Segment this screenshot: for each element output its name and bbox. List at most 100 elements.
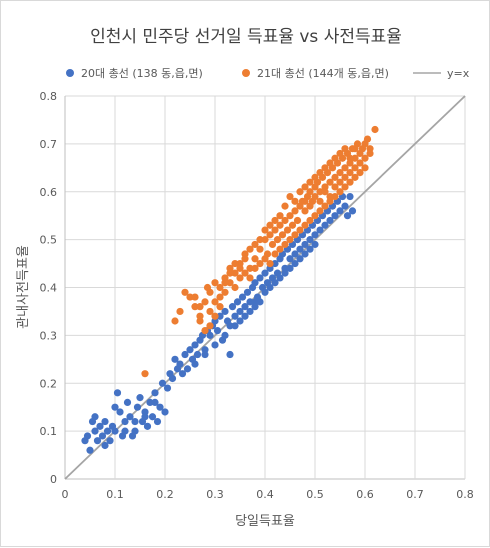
data-point	[246, 264, 254, 272]
legend-label-21: 21대 총선 (144개 동,읍,면)	[257, 67, 389, 80]
data-point	[283, 226, 292, 234]
data-point	[121, 427, 129, 435]
data-point	[286, 255, 294, 263]
data-point	[201, 350, 209, 359]
data-point	[191, 293, 199, 301]
data-point	[271, 259, 279, 268]
data-point	[361, 164, 369, 172]
data-point	[168, 374, 177, 383]
data-point	[216, 283, 224, 292]
data-point	[286, 212, 294, 220]
data-point	[256, 274, 264, 282]
data-point	[271, 279, 279, 287]
data-point	[201, 298, 209, 306]
data-point	[356, 169, 364, 177]
y-tick-label: 0.5	[40, 234, 58, 247]
data-point	[371, 125, 379, 134]
data-point	[291, 231, 299, 239]
data-point	[301, 250, 309, 258]
data-point	[158, 379, 167, 387]
data-point	[251, 298, 259, 306]
data-point	[261, 269, 269, 277]
data-point	[231, 322, 239, 330]
data-point	[341, 173, 349, 181]
data-point	[123, 398, 132, 406]
data-point	[266, 231, 274, 239]
data-point	[196, 312, 204, 320]
x-axis-ticks: 0 0.1 0.2 0.3 0.4 0.5 0.6 0.7 0.8	[62, 488, 474, 501]
x-tick-label: 0	[62, 488, 69, 501]
data-point	[336, 178, 344, 186]
y-tick-label: 0.7	[40, 138, 58, 151]
data-point	[181, 350, 189, 359]
data-point	[281, 202, 289, 210]
data-point	[246, 274, 254, 282]
data-point	[346, 178, 354, 186]
data-point	[216, 312, 224, 320]
data-point	[101, 417, 109, 426]
data-point	[221, 307, 229, 316]
data-point	[276, 212, 284, 220]
data-point	[291, 259, 299, 268]
data-point	[206, 322, 214, 330]
data-point	[316, 197, 324, 205]
data-point	[91, 413, 99, 421]
y-tick-label: 0.8	[40, 90, 58, 103]
data-point	[276, 221, 284, 229]
data-point	[91, 427, 99, 435]
data-point	[178, 370, 187, 378]
data-point	[326, 159, 334, 167]
legend-label-20: 20대 총선 (138 동,읍,면)	[81, 67, 203, 80]
data-point	[341, 145, 349, 153]
legend-marker-21	[242, 69, 250, 77]
data-point	[221, 288, 229, 296]
data-point	[226, 279, 234, 287]
data-point	[351, 145, 359, 153]
y-axis-ticks: 0 0.1 0.2 0.3 0.4 0.5 0.6 0.7 0.8	[40, 90, 58, 486]
data-point	[171, 317, 179, 325]
data-point	[311, 173, 319, 181]
data-point	[301, 221, 309, 229]
data-point	[136, 394, 144, 402]
data-point	[226, 269, 234, 277]
data-point	[331, 192, 339, 201]
data-point	[221, 279, 229, 287]
data-point	[278, 231, 287, 239]
data-point	[331, 183, 339, 191]
data-point	[276, 274, 284, 282]
data-point	[336, 207, 344, 215]
data-point	[301, 207, 309, 215]
x-tick-label: 0.1	[106, 488, 124, 501]
data-point	[288, 221, 297, 229]
data-point	[101, 441, 109, 450]
data-point	[311, 240, 319, 249]
data-point	[268, 240, 277, 249]
data-point	[191, 360, 199, 368]
data-point	[261, 236, 269, 244]
data-point	[316, 188, 324, 196]
legend: 20대 총선 (138 동,읍,면) 21대 총선 (144개 동,읍,면) y…	[66, 67, 470, 80]
data-point	[326, 178, 334, 186]
data-point	[251, 240, 259, 249]
data-point	[361, 154, 369, 162]
data-point	[251, 279, 259, 287]
x-axis-title: 당일득표율	[235, 514, 295, 529]
data-point	[213, 326, 222, 335]
chart-title: 인천시 민주당 선거일 득표율 vs 사전득표율	[90, 27, 402, 47]
data-point	[266, 283, 274, 292]
data-point	[193, 350, 202, 359]
data-point	[316, 226, 324, 234]
series-1-points	[141, 125, 379, 378]
data-point	[341, 183, 349, 191]
data-point	[98, 432, 107, 440]
data-point	[151, 389, 159, 397]
data-point	[216, 303, 224, 311]
data-point	[296, 255, 304, 263]
data-point	[326, 216, 334, 225]
data-point	[216, 293, 224, 301]
data-point	[286, 236, 294, 244]
data-point	[256, 245, 264, 253]
y-tick-label: 0.1	[40, 425, 58, 438]
